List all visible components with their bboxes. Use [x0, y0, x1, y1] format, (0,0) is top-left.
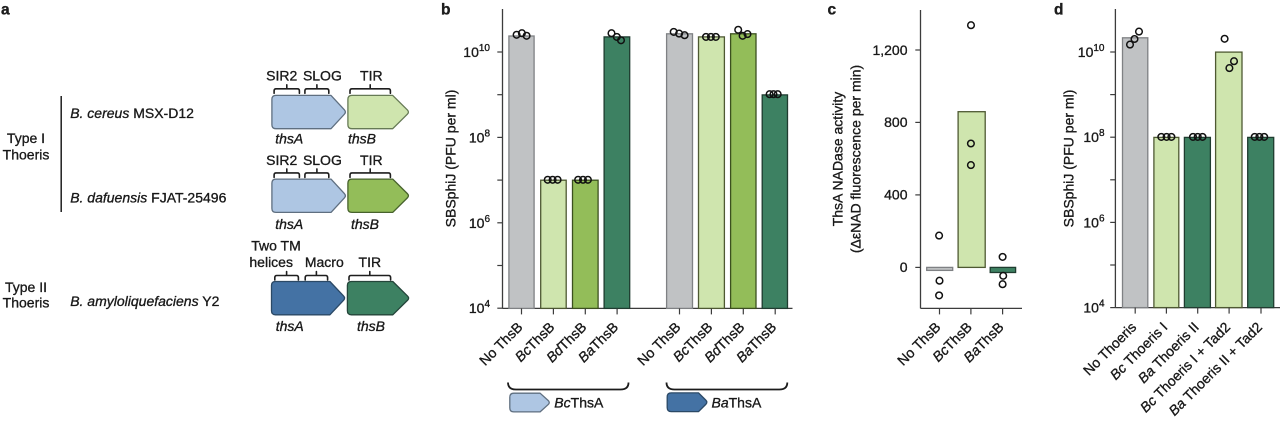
svg-text:thsA: thsA [276, 318, 304, 334]
svg-text:800: 800 [884, 114, 908, 130]
svg-text:c: c [828, 2, 837, 19]
svg-text:thsB: thsB [357, 318, 385, 334]
svg-text:SBSphiJ (PFU per ml): SBSphiJ (PFU per ml) [443, 90, 459, 228]
svg-text:B. cereus MSX-D12: B. cereus MSX-D12 [70, 105, 194, 121]
svg-text:TIR: TIR [360, 67, 383, 83]
svg-text:TIR: TIR [360, 152, 383, 168]
svg-text:BaThsA: BaThsA [712, 394, 762, 410]
svg-text:thsB: thsB [351, 216, 379, 232]
svg-text:Thoeris: Thoeris [3, 147, 50, 163]
svg-text:thsB: thsB [348, 131, 376, 147]
svg-text:SBSphiJ (PFU per ml): SBSphiJ (PFU per ml) [1061, 90, 1077, 228]
svg-text:SIR2: SIR2 [266, 67, 297, 83]
svg-text:Type I: Type I [7, 130, 45, 146]
svg-text:thsA: thsA [275, 216, 303, 232]
svg-text:Type II: Type II [5, 279, 47, 295]
svg-text:Thoeris: Thoeris [3, 295, 50, 311]
svg-text:d: d [1054, 2, 1063, 19]
svg-text:BcThsA: BcThsA [554, 394, 604, 410]
svg-text:thsA: thsA [275, 131, 303, 147]
svg-text:0: 0 [900, 259, 908, 275]
svg-text:SLOG: SLOG [303, 152, 342, 168]
svg-text:helices: helices [249, 254, 293, 270]
svg-text:1,200: 1,200 [872, 42, 907, 58]
svg-text:SIR2: SIR2 [266, 152, 297, 168]
svg-text:ThsA NADase activity: ThsA NADase activity [830, 92, 846, 227]
svg-text:Two TM: Two TM [251, 238, 301, 254]
svg-text:a: a [1, 2, 10, 19]
svg-text:B. dafuensis FJAT-25496: B. dafuensis FJAT-25496 [70, 189, 226, 205]
svg-text:(ΔεNAD fluorescence per min): (ΔεNAD fluorescence per min) [848, 65, 864, 253]
svg-text:B. amyloliquefaciens Y2: B. amyloliquefaciens Y2 [70, 293, 219, 309]
svg-text:TIR: TIR [359, 254, 382, 270]
svg-text:SLOG: SLOG [303, 67, 342, 83]
svg-text:400: 400 [884, 187, 908, 203]
svg-text:b: b [441, 2, 450, 19]
svg-text:Macro: Macro [305, 254, 344, 270]
